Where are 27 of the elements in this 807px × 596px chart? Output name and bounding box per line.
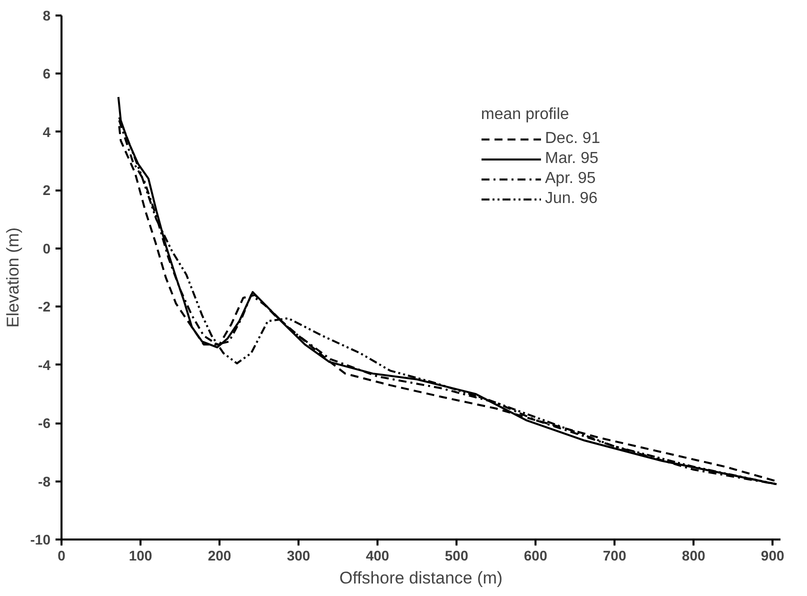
legend-label: Dec. 91 xyxy=(545,130,600,148)
x-axis-title: Offshore distance (m) xyxy=(339,568,503,588)
legend-label: Apr. 95 xyxy=(545,170,596,188)
x-tick-label: 0 xyxy=(58,548,66,564)
x-tick-label: 800 xyxy=(682,548,706,564)
x-tick-label: 200 xyxy=(208,548,232,564)
y-tick-label: -2 xyxy=(38,298,51,315)
y-tick-label: 6 xyxy=(42,66,51,82)
y-tick-label: -4 xyxy=(38,356,51,373)
x-tick-label: 600 xyxy=(524,548,548,564)
y-tick-label: 0 xyxy=(42,240,51,256)
y-tick-label: -10 xyxy=(30,532,51,548)
y-tick-label: -8 xyxy=(38,473,51,490)
y-tick-label: 8 xyxy=(42,8,51,24)
y-tick-label: -6 xyxy=(38,415,51,432)
legend-label: Mar. 95 xyxy=(545,150,598,168)
x-tick-label: 400 xyxy=(366,548,390,564)
x-tick-label: 500 xyxy=(444,548,468,564)
y-tick-label: 2 xyxy=(42,182,51,198)
legend-label: Jun. 96 xyxy=(545,190,598,208)
y-axis-title: Elevation (m) xyxy=(3,227,22,328)
legend-title: mean profile xyxy=(481,106,570,124)
x-tick-label: 700 xyxy=(602,548,626,564)
x-tick-label: 900 xyxy=(760,548,784,564)
y-tick-label: 4 xyxy=(42,124,51,140)
x-tick-label: 100 xyxy=(128,548,152,564)
x-tick-label: 300 xyxy=(286,548,310,564)
